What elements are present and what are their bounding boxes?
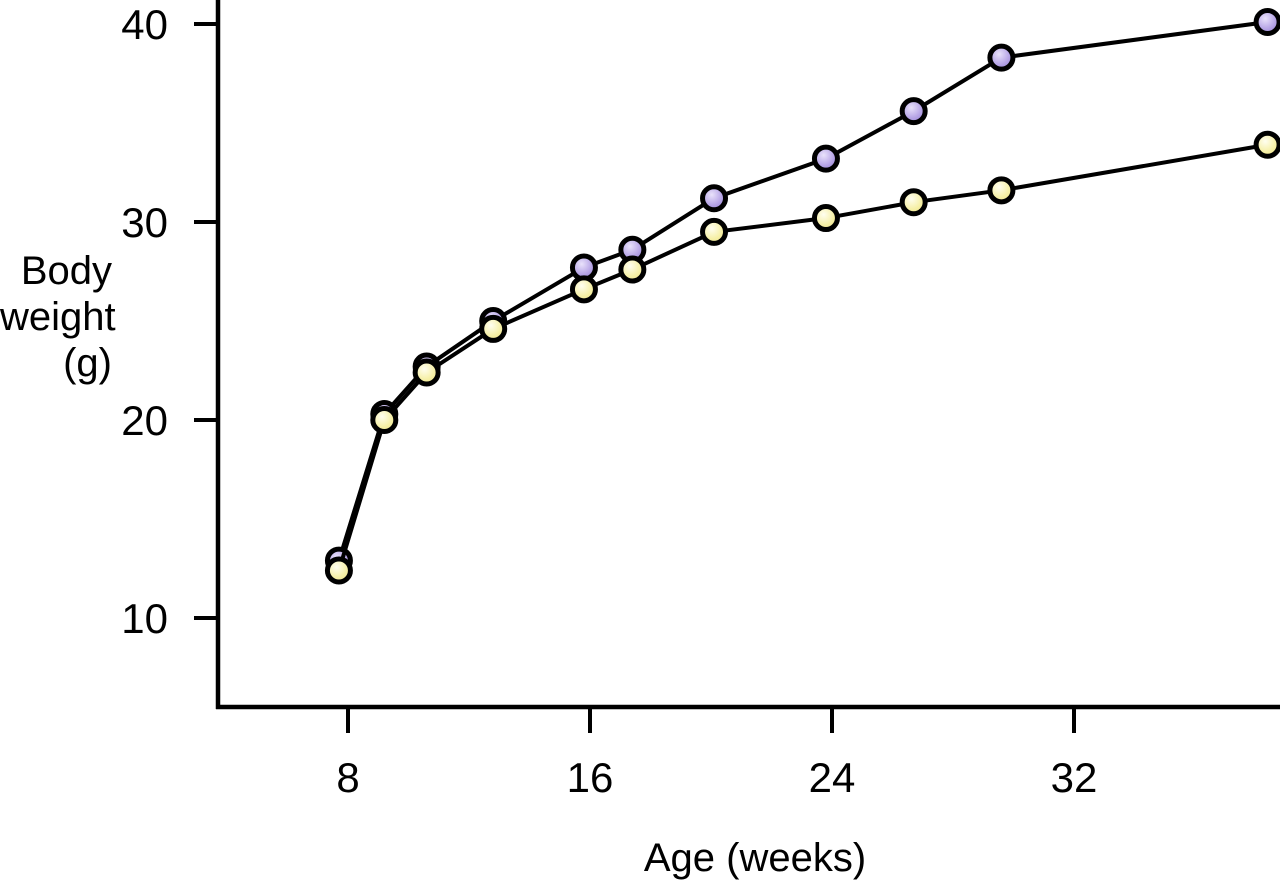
yellow-circle-series-point (1253, 130, 1280, 159)
yellow-circle-series-point (569, 275, 598, 304)
yellow-circle-series-point (370, 406, 399, 434)
y-axis-title-line: (g) (63, 341, 112, 385)
yellow-circle-series-point (479, 314, 508, 343)
purple-circle-series-point (987, 43, 1016, 72)
y-tick-label: 30 (121, 199, 168, 246)
purple-circle-series (324, 8, 1280, 575)
purple-circle-series-point (811, 144, 840, 173)
y-axis-title: Body weight (g) (0, 248, 116, 386)
x-axis-title: Age (weeks) (643, 836, 867, 880)
x-tick-label: 8 (336, 754, 359, 801)
y-axis-title-line: weight (0, 295, 116, 339)
y-tick-label: 40 (121, 1, 168, 48)
yellow-circle-series-point (700, 217, 729, 246)
yellow-circle-series-point (899, 188, 928, 217)
yellow-circle-series-point (412, 358, 441, 387)
purple-circle-series-line (337, 20, 1268, 562)
y-tick-label: 20 (121, 397, 168, 444)
yellow-circle-series-point (324, 556, 353, 585)
purple-circle-series-point (1253, 8, 1280, 37)
y-axis-title-line: Body (20, 249, 112, 293)
purple-circle-series-point (899, 97, 928, 126)
purple-circle-series-point (700, 184, 729, 213)
x-tick-label: 32 (1051, 754, 1098, 801)
y-tick-label: 10 (121, 595, 168, 642)
x-tick-label: 16 (567, 754, 614, 801)
axes: 10 20 30 40 8 16 24 32 (121, 0, 1280, 801)
yellow-circle-series-point (811, 204, 840, 233)
yellow-circle-series-line (337, 142, 1268, 572)
x-tick-label: 24 (809, 754, 856, 801)
yellow-circle-series (324, 130, 1280, 585)
yellow-circle-series-point (987, 176, 1016, 205)
yellow-circle-series-point (618, 255, 647, 284)
